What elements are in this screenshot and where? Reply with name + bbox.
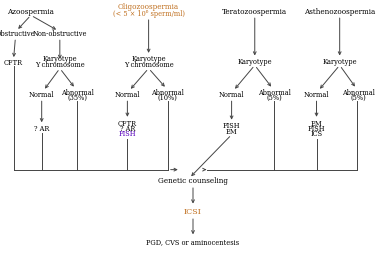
Text: Abnormal: Abnormal [61, 89, 94, 97]
Text: Karyotype: Karyotype [322, 58, 357, 66]
Text: Genetic counseling: Genetic counseling [158, 178, 228, 185]
Text: (10%): (10%) [158, 94, 178, 102]
Text: Karyotype: Karyotype [42, 55, 77, 63]
Text: Abnormal: Abnormal [151, 89, 185, 97]
Text: FISH: FISH [119, 130, 136, 138]
Text: Karyotype: Karyotype [237, 58, 272, 66]
Text: Teratozoospermia: Teratozoospermia [222, 8, 287, 16]
Text: PGD, CVS or aminocentesis: PGD, CVS or aminocentesis [146, 238, 240, 246]
Text: Abnormal: Abnormal [342, 89, 375, 97]
Text: ? AR: ? AR [34, 125, 49, 133]
Text: ICSI: ICSI [184, 208, 202, 216]
Text: Normal: Normal [115, 91, 140, 99]
Text: Y chromosome: Y chromosome [35, 61, 85, 69]
Text: (35%): (35%) [67, 94, 87, 102]
Text: (5%): (5%) [350, 94, 366, 102]
Text: Normal: Normal [219, 91, 244, 99]
Text: Abnormal: Abnormal [257, 89, 291, 97]
Text: Obstructive: Obstructive [0, 30, 35, 38]
Text: Asthenozoospermia: Asthenozoospermia [304, 8, 375, 16]
Text: Y chromosome: Y chromosome [124, 61, 173, 69]
Text: Oligozoospermia: Oligozoospermia [118, 3, 179, 11]
Text: Normal: Normal [304, 91, 329, 99]
Text: EM: EM [311, 120, 322, 128]
Text: Karyotype: Karyotype [131, 55, 166, 63]
Text: CFTR: CFTR [118, 120, 137, 128]
Text: CFTR: CFTR [3, 59, 22, 67]
Text: (5%): (5%) [266, 94, 282, 102]
Text: Normal: Normal [29, 91, 54, 99]
Text: ? AR: ? AR [120, 125, 135, 133]
Text: FISH: FISH [308, 125, 325, 133]
Text: (< 5 × 10⁶ sperm/ml): (< 5 × 10⁶ sperm/ml) [113, 10, 185, 18]
Text: Non-obstructive: Non-obstructive [32, 30, 87, 38]
Text: FISH: FISH [223, 122, 240, 130]
Text: ICS: ICS [310, 130, 323, 138]
Text: EM: EM [226, 128, 237, 135]
Text: Azoospermia: Azoospermia [7, 8, 54, 16]
